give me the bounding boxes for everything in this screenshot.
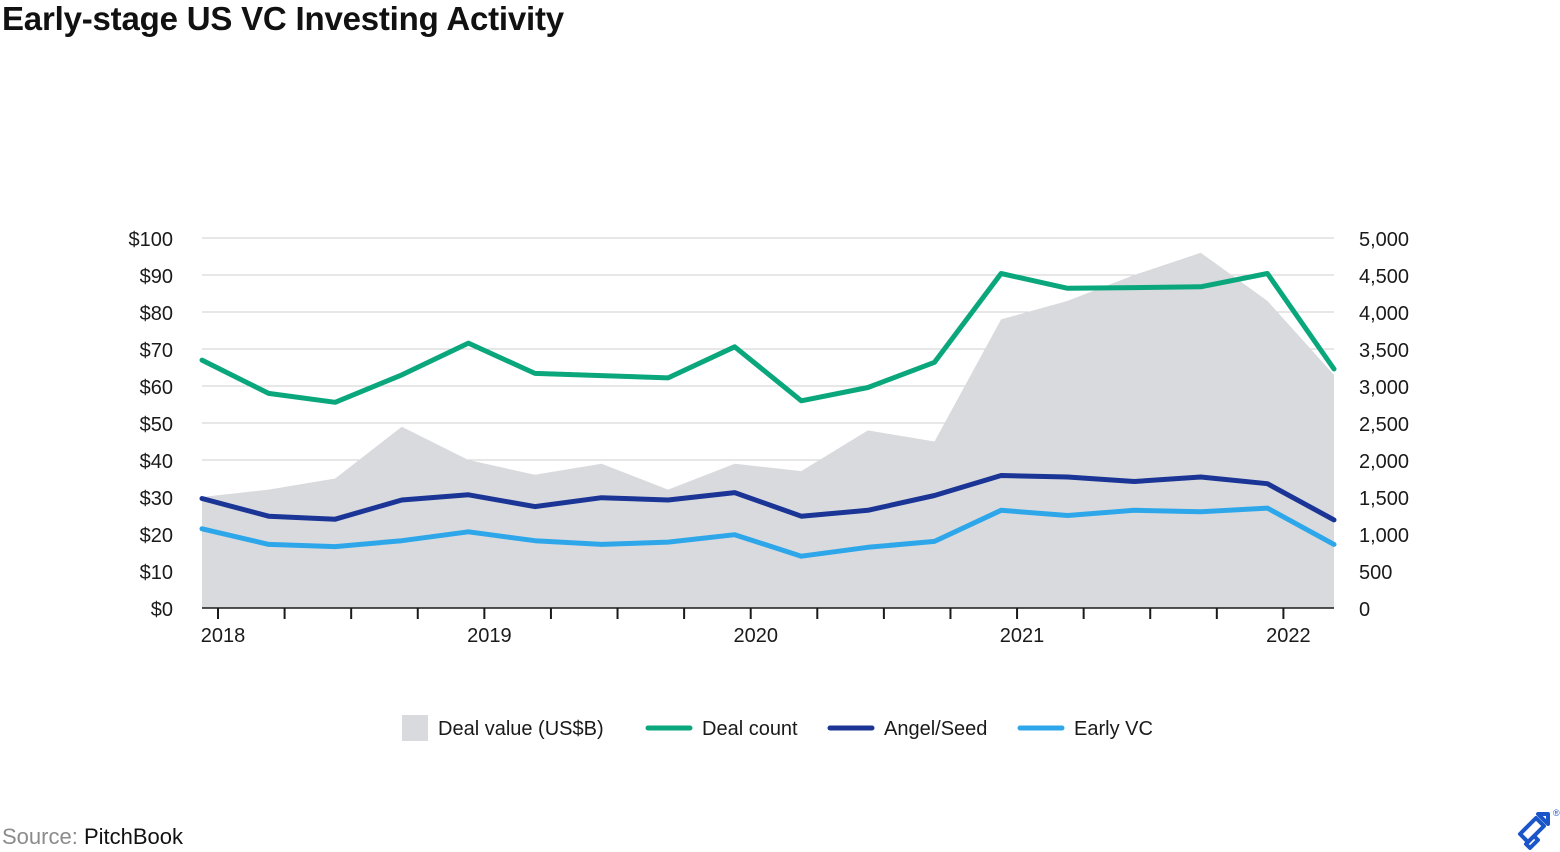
source-note: Source: PitchBook: [2, 824, 183, 850]
y-right-tick-label: 4,000: [1359, 303, 1409, 325]
angel-seed-line: [199, 473, 1337, 523]
axes: $0 $10 $20 $30 $40 $50 $60 $70 $80 $90 $100 0 500 1,0…: [129, 229, 1410, 647]
legend-label: Deal value (US$B): [438, 718, 604, 740]
y-right-tick-label: 0: [1359, 599, 1370, 621]
legend-item: Angel/Seed: [827, 718, 987, 740]
x-tick-label: 2021: [1000, 625, 1045, 647]
deal-value-area: [202, 252, 1334, 609]
registered-mark: ®: [1553, 808, 1560, 818]
y-right-tick-label: 4,500: [1359, 266, 1409, 288]
logo-stroke: [1518, 816, 1546, 844]
logo-stroke: [1524, 834, 1540, 850]
y-right-tick-label: 3,500: [1359, 340, 1409, 362]
x-tick-label: 2018: [201, 625, 246, 647]
early-vc-line: [199, 505, 1337, 559]
y-left-tick-label: $80: [140, 303, 173, 325]
deal-count-line: [199, 271, 1337, 405]
y-left-tick-label: $90: [140, 266, 173, 288]
legend-label: Early VC: [1074, 718, 1153, 740]
legend-swatch-area: [402, 715, 428, 741]
logo-stroke: [1536, 812, 1550, 826]
y-left-tick-label: $60: [140, 377, 173, 399]
y-left-tick-label: $30: [140, 488, 173, 510]
y-right-tick-label: 1,500: [1359, 488, 1409, 510]
y-right-tick-label: 2,500: [1359, 414, 1409, 436]
y-right-tick-label: 3,000: [1359, 377, 1409, 399]
x-tick-label: 2019: [467, 625, 512, 647]
legend: Deal value (US$B) Deal count Angel/Seed Ear…: [402, 715, 1153, 741]
legend-item: Deal value (US$B): [402, 715, 604, 741]
y-left-tick-label: $20: [140, 525, 173, 547]
legend-item: Deal count: [645, 718, 798, 740]
y-left-tick-label: $0: [151, 599, 173, 621]
source-value: PitchBook: [83, 824, 184, 849]
y-right-tick-label: 5,000: [1359, 229, 1409, 251]
x-tick-label: 2020: [733, 625, 778, 647]
logo-mark: [1518, 812, 1550, 850]
legend-label: Angel/Seed: [884, 718, 987, 740]
y-right-tick-label: 1,000: [1359, 525, 1409, 547]
y-right-tick-label: 500: [1359, 562, 1392, 584]
deal-value-area-layer: [202, 252, 1334, 609]
legend-label: Deal count: [702, 718, 798, 740]
legend-item: Early VC: [1017, 718, 1153, 740]
x-tick-label: 2022: [1266, 625, 1311, 647]
toptal-logo-icon: ®: [1518, 808, 1560, 850]
y-left-tick-label: $40: [140, 451, 173, 473]
chart-title: Early-stage US VC Investing Activity: [2, 0, 564, 37]
y-left-tick-label: $10: [140, 562, 173, 584]
y-right-tick-label: 2,000: [1359, 451, 1409, 473]
source-label: Source:: [2, 824, 78, 849]
y-left-tick-label: $50: [140, 414, 173, 436]
y-left-tick-label: $70: [140, 340, 173, 362]
y-left-tick-label: $100: [129, 229, 174, 251]
series-lines: [199, 271, 1337, 559]
